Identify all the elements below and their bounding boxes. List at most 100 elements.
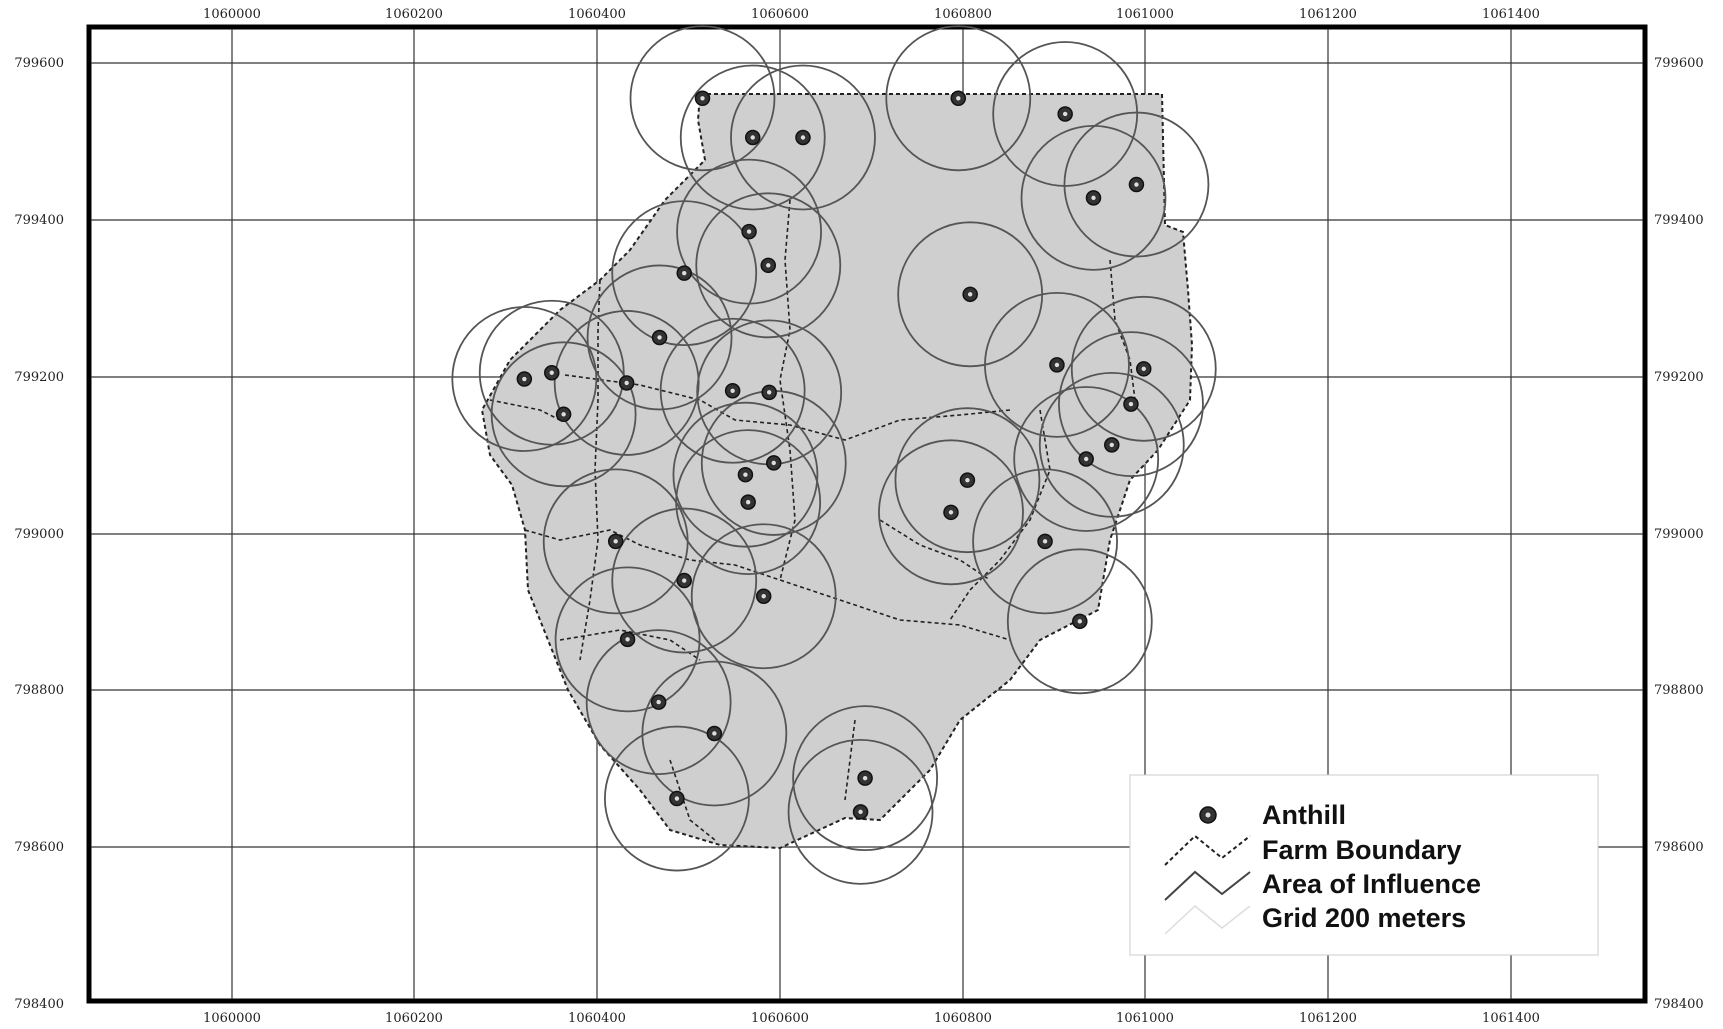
- anthill-marker-center: [1083, 456, 1089, 462]
- anthill-marker-center: [1141, 366, 1146, 372]
- anthill-marker-center: [967, 292, 973, 297]
- anthill-marker-center: [1062, 111, 1068, 117]
- x-tick-label: 1060200: [385, 7, 443, 22]
- parcel-boundary: [949, 409, 1051, 621]
- grid-line-icon: [1164, 905, 1251, 935]
- x-tick-label: 1060200: [385, 1011, 443, 1026]
- anthill-marker-center: [743, 472, 748, 477]
- legend: Anthill Farm Boundary Area of Influence …: [1129, 774, 1599, 956]
- y-tick-label: 799200: [1654, 370, 1704, 385]
- influence-circle: [490, 341, 637, 488]
- anthill-marker-center: [1091, 195, 1096, 201]
- anthill-marker-center: [1134, 182, 1139, 187]
- anthill-marker-center: [862, 775, 868, 781]
- influence-circle: [894, 407, 1041, 554]
- parcel-boundary: [879, 519, 991, 581]
- y-tick-label: 799400: [1654, 213, 1704, 228]
- influence-circle: [586, 264, 733, 411]
- anthill-marker-center: [771, 460, 776, 466]
- farm-area: [480, 93, 1194, 850]
- parcel-boundary: [564, 374, 1011, 441]
- parcel-boundary: [489, 399, 561, 421]
- anthill-marker-center: [750, 135, 755, 140]
- influence-circle: [679, 64, 826, 211]
- x-tick-label: 1060000: [203, 1011, 261, 1026]
- anthill-marker-center: [766, 390, 772, 395]
- x-tick-label: 1061000: [1116, 7, 1174, 22]
- x-tick-label: 1060800: [934, 1011, 992, 1026]
- influence-circle: [585, 629, 732, 775]
- parcel-boundary: [579, 279, 601, 661]
- y-tick-label: 798400: [1654, 997, 1704, 1012]
- x-tick-label: 1061400: [1482, 1011, 1540, 1026]
- legend-item-influence: Area of Influence: [1164, 869, 1481, 901]
- influence-circle: [690, 523, 837, 670]
- anthill-icon-center: [1205, 812, 1211, 818]
- y-tick-label: 799600: [14, 56, 64, 71]
- legend-label-influence: Area of Influence: [1262, 869, 1481, 899]
- influence-line-icon: [1164, 870, 1251, 901]
- anthill-marker-center: [657, 335, 662, 340]
- parcel-boundary: [524, 529, 1011, 641]
- anthill-marker-center: [625, 637, 630, 642]
- y-tick-label: 799400: [14, 213, 64, 228]
- x-tick-label: 1061200: [1299, 1011, 1357, 1026]
- influence-circle: [885, 25, 1032, 172]
- y-tick-label: 799000: [1654, 527, 1704, 542]
- influence-circle: [695, 192, 842, 339]
- anthill-marker-center: [766, 263, 771, 268]
- anthill-marker-center: [1054, 362, 1060, 368]
- influence-circle: [629, 25, 776, 172]
- x-tick-label: 1060800: [934, 7, 992, 22]
- influence-circle: [972, 468, 1118, 615]
- y-tick-label: 798600: [1654, 840, 1704, 855]
- influence-circle: [1070, 295, 1217, 442]
- x-tick-label: 1060600: [751, 7, 809, 22]
- parcel-boundary: [1109, 259, 1136, 401]
- anthill-marker-center: [1042, 539, 1048, 544]
- parcel-boundary: [779, 199, 796, 581]
- anthill-marker-center: [613, 539, 618, 544]
- legend-item-grid: Grid 200 meters: [1164, 903, 1466, 935]
- influence-circle: [451, 306, 598, 452]
- influence-circle: [542, 468, 689, 615]
- legend-item-boundary: Farm Boundary: [1164, 834, 1462, 866]
- anthill-marker-center: [800, 135, 806, 140]
- anthill-marker-center: [522, 376, 527, 382]
- y-tick-label: 799600: [1654, 56, 1704, 71]
- anthill-marker-center: [682, 270, 687, 276]
- x-tick-label: 1061400: [1482, 7, 1540, 22]
- x-tick-labels-top: 1060000 1060200 1060400 1060600 1060800 …: [203, 7, 1540, 22]
- anthill-marker-center: [858, 809, 863, 815]
- legend-label-anthill: Anthill: [1262, 800, 1346, 830]
- influence-circle: [984, 292, 1130, 438]
- anthill-marker-center: [956, 96, 961, 101]
- influence-circle: [730, 64, 876, 211]
- y-tick-labels-left: 799600 799400 799200 799000 798800 79860…: [14, 56, 64, 1012]
- x-tick-label: 1060400: [568, 1011, 626, 1026]
- influence-circle: [787, 738, 934, 885]
- anthill-marker-center: [965, 477, 970, 483]
- anthill-marker-center: [624, 380, 629, 386]
- anthill-marker-center: [549, 370, 554, 375]
- anthill-marker-center: [1109, 442, 1114, 448]
- x-tick-label: 1060600: [751, 1011, 809, 1026]
- y-tick-label: 798800: [14, 683, 64, 698]
- influence-circles: [451, 25, 1217, 885]
- y-tick-label: 798600: [14, 840, 64, 855]
- anthill-marker-center: [674, 796, 680, 801]
- x-tick-label: 1061000: [1116, 1011, 1174, 1026]
- legend-item-anthill: Anthill: [1199, 800, 1346, 830]
- anthill-marker-center: [1077, 619, 1082, 624]
- x-tick-label: 1060400: [568, 7, 626, 22]
- influence-circle: [1006, 548, 1153, 695]
- anthill-marker-center: [745, 499, 751, 505]
- y-tick-labels-right: 799600 799400 799200 799000 798800 79860…: [1654, 56, 1704, 1012]
- anthill-marker-center: [712, 731, 717, 736]
- influence-circle: [1038, 371, 1185, 518]
- legend-label-boundary: Farm Boundary: [1262, 835, 1462, 865]
- legend-label-grid: Grid 200 meters: [1262, 903, 1466, 933]
- influence-circle: [1020, 124, 1167, 271]
- legend-box: [1129, 774, 1599, 956]
